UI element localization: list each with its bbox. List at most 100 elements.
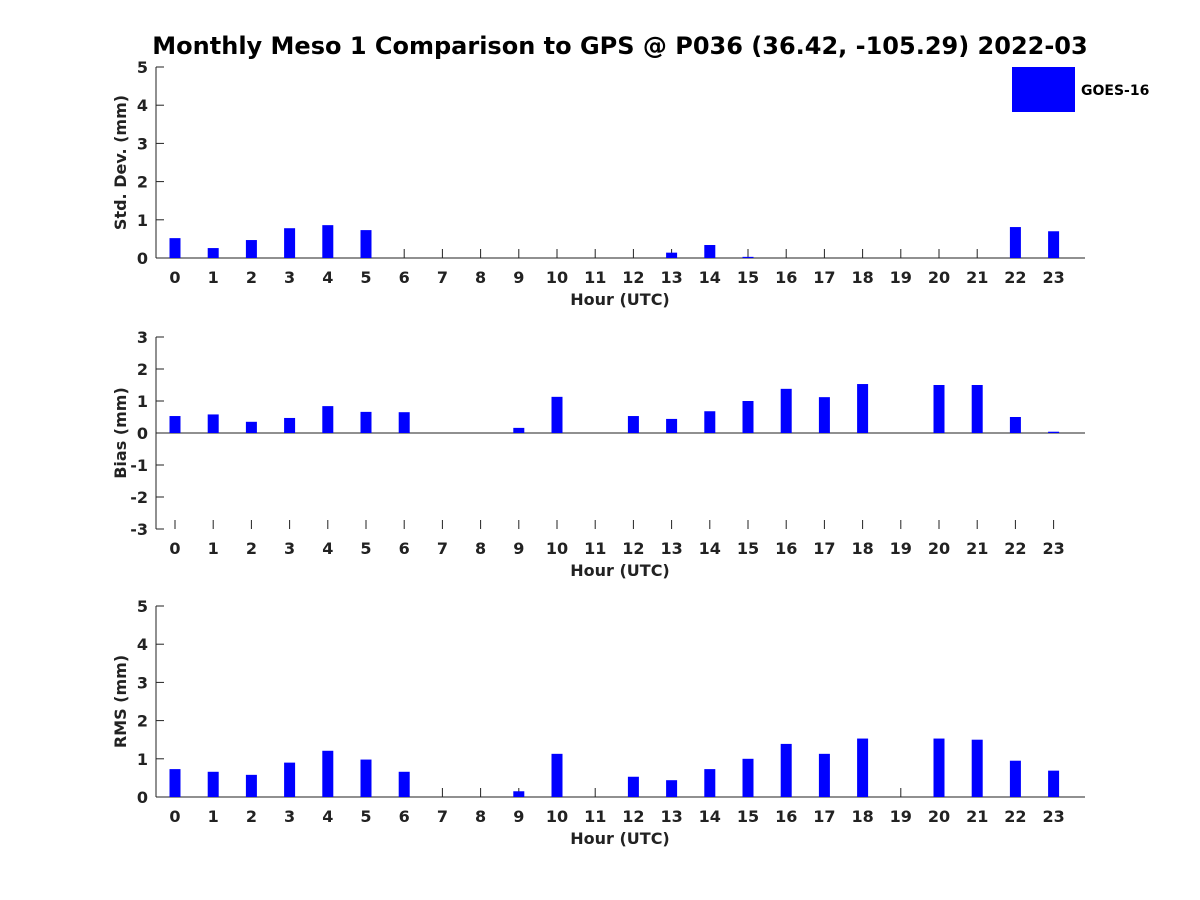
- bias-x-tick-label: 21: [966, 539, 988, 558]
- std-dev-x-tick-label: 13: [660, 268, 682, 287]
- bias-y-tick-label: 0: [137, 424, 148, 443]
- rms-x-tick-label: 9: [513, 807, 524, 826]
- rms-x-tick-label: 7: [437, 807, 448, 826]
- bias-bar-hour-13: [666, 418, 678, 433]
- rms-x-tick-label: 0: [169, 807, 180, 826]
- bias-bar-hour-1: [207, 414, 219, 433]
- rms-x-tick-label: 6: [399, 807, 410, 826]
- rms-bar-hour-20: [933, 738, 945, 797]
- bias-bar-hour-2: [245, 421, 257, 433]
- std-dev-x-tick-label: 8: [475, 268, 486, 287]
- bias-bar-hour-20: [933, 385, 945, 433]
- std-dev-bar-hour-14: [704, 245, 716, 258]
- rms-bar-hour-16: [780, 743, 792, 797]
- rms-x-tick-label: 15: [737, 807, 759, 826]
- bias-x-tick-label: 12: [622, 539, 644, 558]
- bias-bar-hour-16: [780, 388, 792, 433]
- std-dev-x-tick-label: 10: [546, 268, 568, 287]
- bias-bar-hour-9: [513, 427, 525, 433]
- bias-x-tick-label: 2: [246, 539, 257, 558]
- rms-x-tick-label: 20: [928, 807, 950, 826]
- bias-y-tick-label: 2: [137, 360, 148, 379]
- std-dev-y-axis-label: Std. Dev. (mm): [111, 95, 130, 230]
- rms-bar-hour-18: [857, 738, 869, 797]
- rms-x-tick-label: 23: [1042, 807, 1064, 826]
- bias-bar-hour-12: [627, 416, 639, 433]
- std-dev-y-tick-label: 0: [137, 249, 148, 268]
- std-dev-x-tick-label: 15: [737, 268, 759, 287]
- rms-bar-hour-9: [513, 791, 525, 797]
- std-dev-bar-hour-22: [1009, 227, 1021, 258]
- rms-bar-hour-21: [971, 739, 983, 797]
- bias-x-tick-label: 13: [660, 539, 682, 558]
- bias-x-tick-label: 17: [813, 539, 835, 558]
- rms-bar-hour-4: [322, 750, 334, 797]
- bias-bar-hour-23: [1048, 431, 1060, 433]
- bias-bar-hour-6: [398, 412, 410, 433]
- bias-bar-hour-5: [360, 411, 372, 433]
- bias-x-tick-label: 0: [169, 539, 180, 558]
- std-dev-x-tick-label: 22: [1004, 268, 1026, 287]
- rms-bar-hour-0: [169, 769, 181, 797]
- legend-label-goes-16: GOES-16: [1081, 83, 1149, 99]
- std-dev-x-tick-label: 7: [437, 268, 448, 287]
- std-dev-bar-hour-5: [360, 230, 372, 258]
- bias-bar-hour-14: [704, 411, 716, 433]
- std-dev-x-tick-label: 3: [284, 268, 295, 287]
- std-dev-x-tick-label: 17: [813, 268, 835, 287]
- rms-x-tick-label: 18: [851, 807, 873, 826]
- rms-y-tick-label: 3: [137, 673, 148, 692]
- std-dev-x-tick-label: 21: [966, 268, 988, 287]
- std-dev-x-tick-label: 23: [1042, 268, 1064, 287]
- std-dev-bar-hour-2: [245, 240, 257, 258]
- std-dev-y-tick-label: 1: [137, 211, 148, 230]
- bias-bar-hour-0: [169, 416, 181, 433]
- std-dev-bar-hour-0: [169, 238, 181, 258]
- bias-x-tick-label: 3: [284, 539, 295, 558]
- std-dev-bar-hour-1: [207, 248, 219, 258]
- std-dev-bar-hour-23: [1048, 231, 1060, 258]
- rms-x-tick-label: 16: [775, 807, 797, 826]
- rms-y-tick-label: 2: [137, 712, 148, 731]
- bias-x-tick-label: 1: [208, 539, 219, 558]
- std-dev-x-tick-label: 19: [890, 268, 912, 287]
- bias-bar-hour-22: [1009, 417, 1021, 433]
- std-dev-bar-hour-3: [284, 228, 296, 258]
- rms-x-tick-label: 3: [284, 807, 295, 826]
- bias-y-tick-label: -3: [130, 520, 148, 539]
- rms-bar-hour-10: [551, 753, 563, 797]
- rms-bar-hour-3: [284, 762, 296, 797]
- rms-x-tick-label: 21: [966, 807, 988, 826]
- rms-bar-hour-1: [207, 771, 219, 797]
- rms-x-tick-label: 4: [322, 807, 333, 826]
- rms-y-axis-label: RMS (mm): [111, 655, 130, 748]
- rms-x-axis-label: Hour (UTC): [570, 829, 670, 848]
- rms-bar-hour-13: [666, 780, 678, 797]
- std-dev-y-tick-label: 2: [137, 173, 148, 192]
- rms-y-tick-label: 4: [137, 635, 148, 654]
- bias-y-tick-label: 1: [137, 392, 148, 411]
- bias-x-tick-label: 7: [437, 539, 448, 558]
- bias-bar-hour-21: [971, 385, 983, 433]
- rms-bar-hour-15: [742, 758, 754, 797]
- bias-bar-hour-18: [857, 384, 869, 433]
- bias-x-tick-label: 23: [1042, 539, 1064, 558]
- bias-x-tick-label: 5: [360, 539, 371, 558]
- rms-y-tick-label: 0: [137, 788, 148, 807]
- std-dev-x-tick-label: 6: [399, 268, 410, 287]
- std-dev-y-tick-label: 5: [137, 58, 148, 77]
- bias-x-tick-label: 11: [584, 539, 606, 558]
- bias-x-tick-label: 22: [1004, 539, 1026, 558]
- bias-bar-hour-17: [818, 397, 830, 433]
- rms-x-tick-label: 17: [813, 807, 835, 826]
- std-dev-x-tick-label: 12: [622, 268, 644, 287]
- rms-x-tick-label: 1: [208, 807, 219, 826]
- bias-y-tick-label: -1: [130, 456, 148, 475]
- bias-y-tick-label: -2: [130, 488, 148, 507]
- rms-bar-hour-12: [627, 776, 639, 797]
